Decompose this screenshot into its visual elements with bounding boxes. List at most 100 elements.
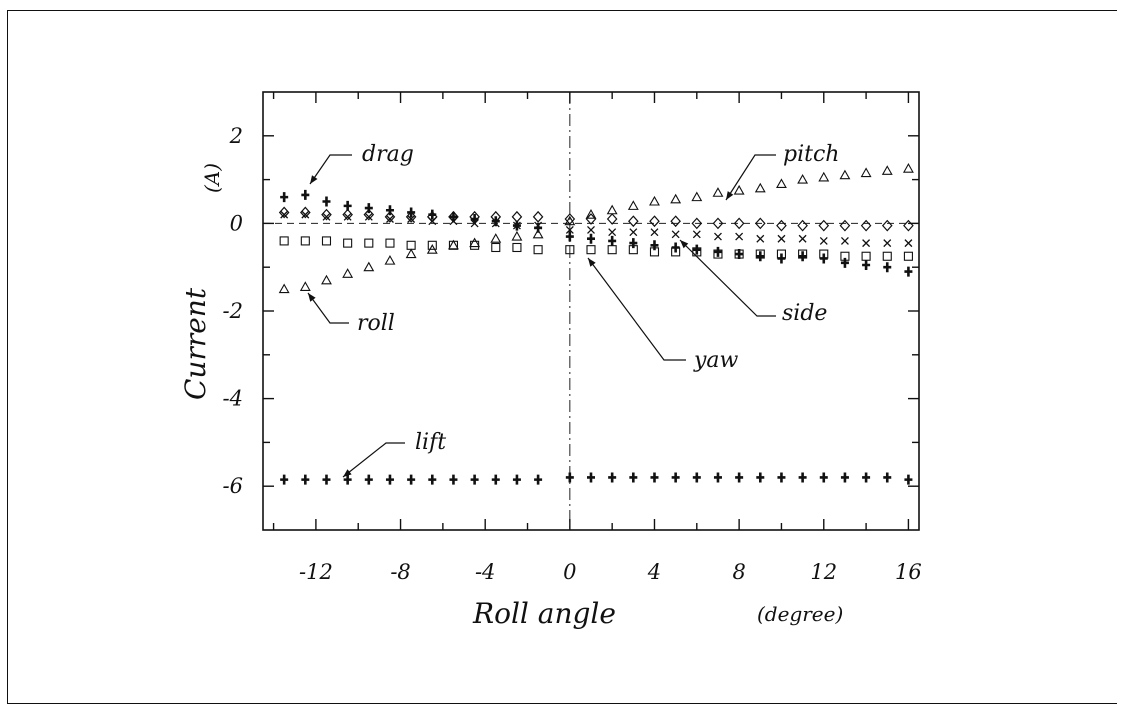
x-tick-label: 16 [895,560,922,584]
data-point [671,230,680,239]
data-point [449,211,458,222]
data-point [301,189,310,200]
data-point [534,474,543,485]
data-point [840,251,850,261]
data-point [386,215,394,223]
data-point [280,210,289,219]
yaw-leader [587,257,686,361]
data-point [322,196,331,207]
x-axis-title: Roll angle [472,597,616,630]
data-point [712,187,724,197]
data-point [650,228,659,237]
annotation-drag: drag [362,142,414,167]
data-point [511,230,523,241]
data-point [470,474,479,485]
data-point [428,474,437,485]
side-leader [679,239,776,317]
data-point [840,257,849,268]
pitch-leader-arrowhead [726,191,734,200]
x-axis-unit: (degree) [757,602,843,626]
data-point [756,251,765,262]
data-point [469,210,480,223]
data-point [860,219,872,232]
data-point [819,236,828,245]
data-point [798,249,808,259]
data-point [342,208,353,221]
data-point [364,212,373,221]
data-point [713,472,722,483]
data-point [904,474,913,485]
lift-leader [342,442,405,478]
data-point [608,472,617,483]
data-point [301,474,310,485]
data-point [754,217,766,230]
data-point [691,217,703,230]
data-point [301,210,310,219]
data-point [512,474,521,485]
data-point [735,472,744,483]
data-point [733,184,745,195]
data-point [491,219,500,228]
data-point [777,234,786,243]
data-point [427,240,437,250]
data-point [385,474,394,485]
data-point [564,215,576,226]
data-point [564,213,576,225]
data-point [712,217,724,230]
y-axis-title: Current [179,287,212,400]
data-point [756,472,765,483]
data-point [860,167,872,178]
data-point [586,245,596,255]
data-point [692,244,701,255]
data-point [565,245,575,255]
data-point [428,217,437,226]
data-point [797,173,809,184]
data-point [300,236,310,246]
data-point [321,236,332,246]
data-point [840,472,849,483]
data-point [649,195,660,206]
y-tick-label: -6 [223,474,243,498]
annotation-roll: roll [357,311,395,336]
data-point [322,212,331,221]
data-point [511,210,523,223]
data-point [300,206,311,219]
data-point [343,212,352,221]
data-point [819,472,828,483]
data-marks [278,163,914,485]
data-point [405,248,417,259]
data-point [587,472,595,483]
drag-leader-arrowhead [310,175,318,184]
data-point [904,239,913,248]
data-point [629,472,638,483]
data-point [565,226,574,234]
data-point [692,230,701,239]
data-point [670,215,681,228]
x-tick-label: 0 [563,560,576,584]
data-point [798,234,807,243]
data-point [881,165,893,175]
data-point [587,233,595,244]
data-point [364,203,373,214]
data-point [862,472,871,483]
data-point [818,219,830,232]
data-point [608,235,617,246]
data-point [279,236,289,246]
data-point [469,237,481,248]
data-point [533,245,543,255]
data-point [406,240,416,250]
lift-leader-arrowhead [343,469,352,477]
y-tick-label: 0 [230,211,243,235]
data-point [299,281,311,291]
data-point [840,236,849,245]
data-point [278,283,290,294]
data-point [776,219,787,232]
data-point [713,246,722,257]
data-point [532,228,544,239]
data-point [364,238,374,248]
data-point [565,472,574,483]
data-point [776,249,787,259]
data-point [628,245,638,255]
data-point [903,251,913,261]
